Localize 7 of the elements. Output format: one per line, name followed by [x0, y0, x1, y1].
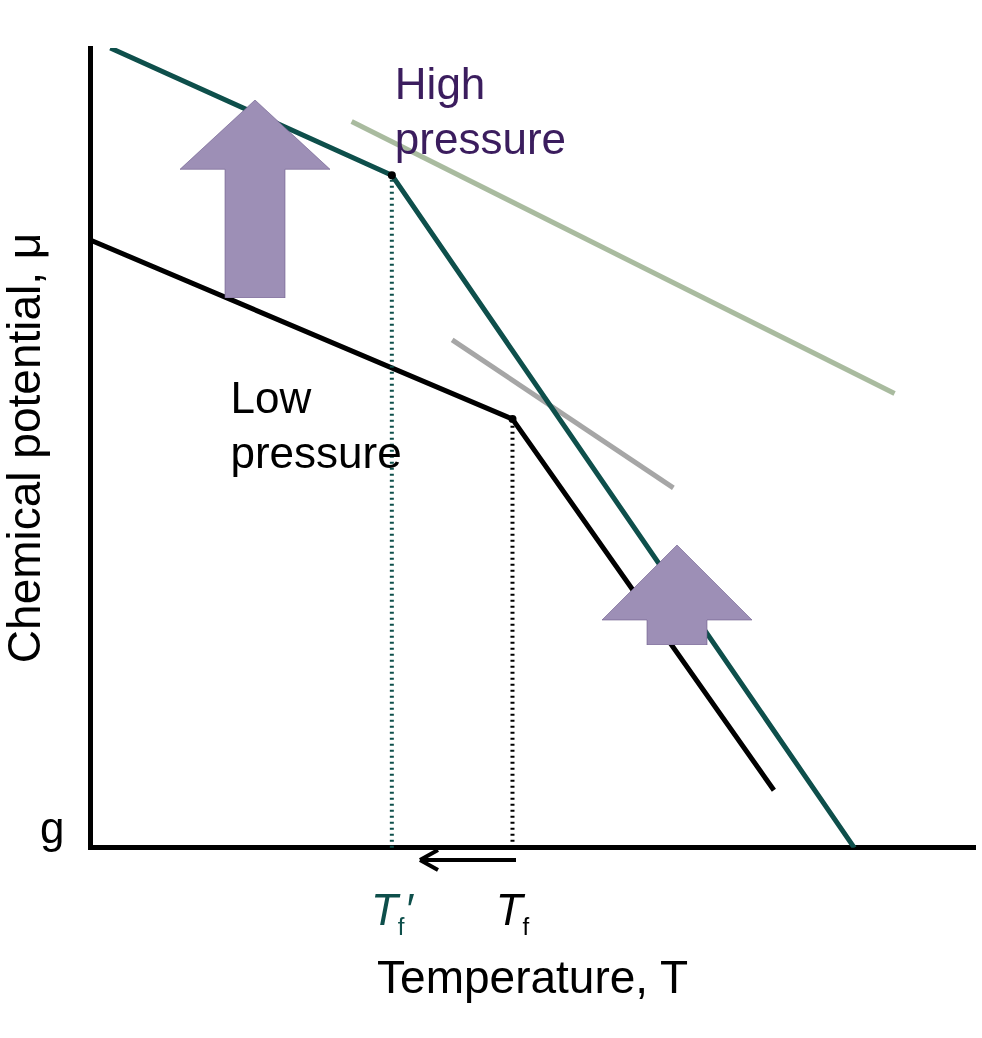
series-label: Low pressure [230, 373, 402, 478]
series-label: High pressure [394, 59, 567, 164]
text: g [40, 802, 65, 852]
x-tick-label: T$_{f}$ [495, 884, 530, 940]
y-axis-title: Chemical potential, μ [0, 232, 51, 664]
x-axis-title: Temperature, T [377, 951, 689, 1004]
x-tick-label: T$_{f}$′ [370, 884, 413, 940]
